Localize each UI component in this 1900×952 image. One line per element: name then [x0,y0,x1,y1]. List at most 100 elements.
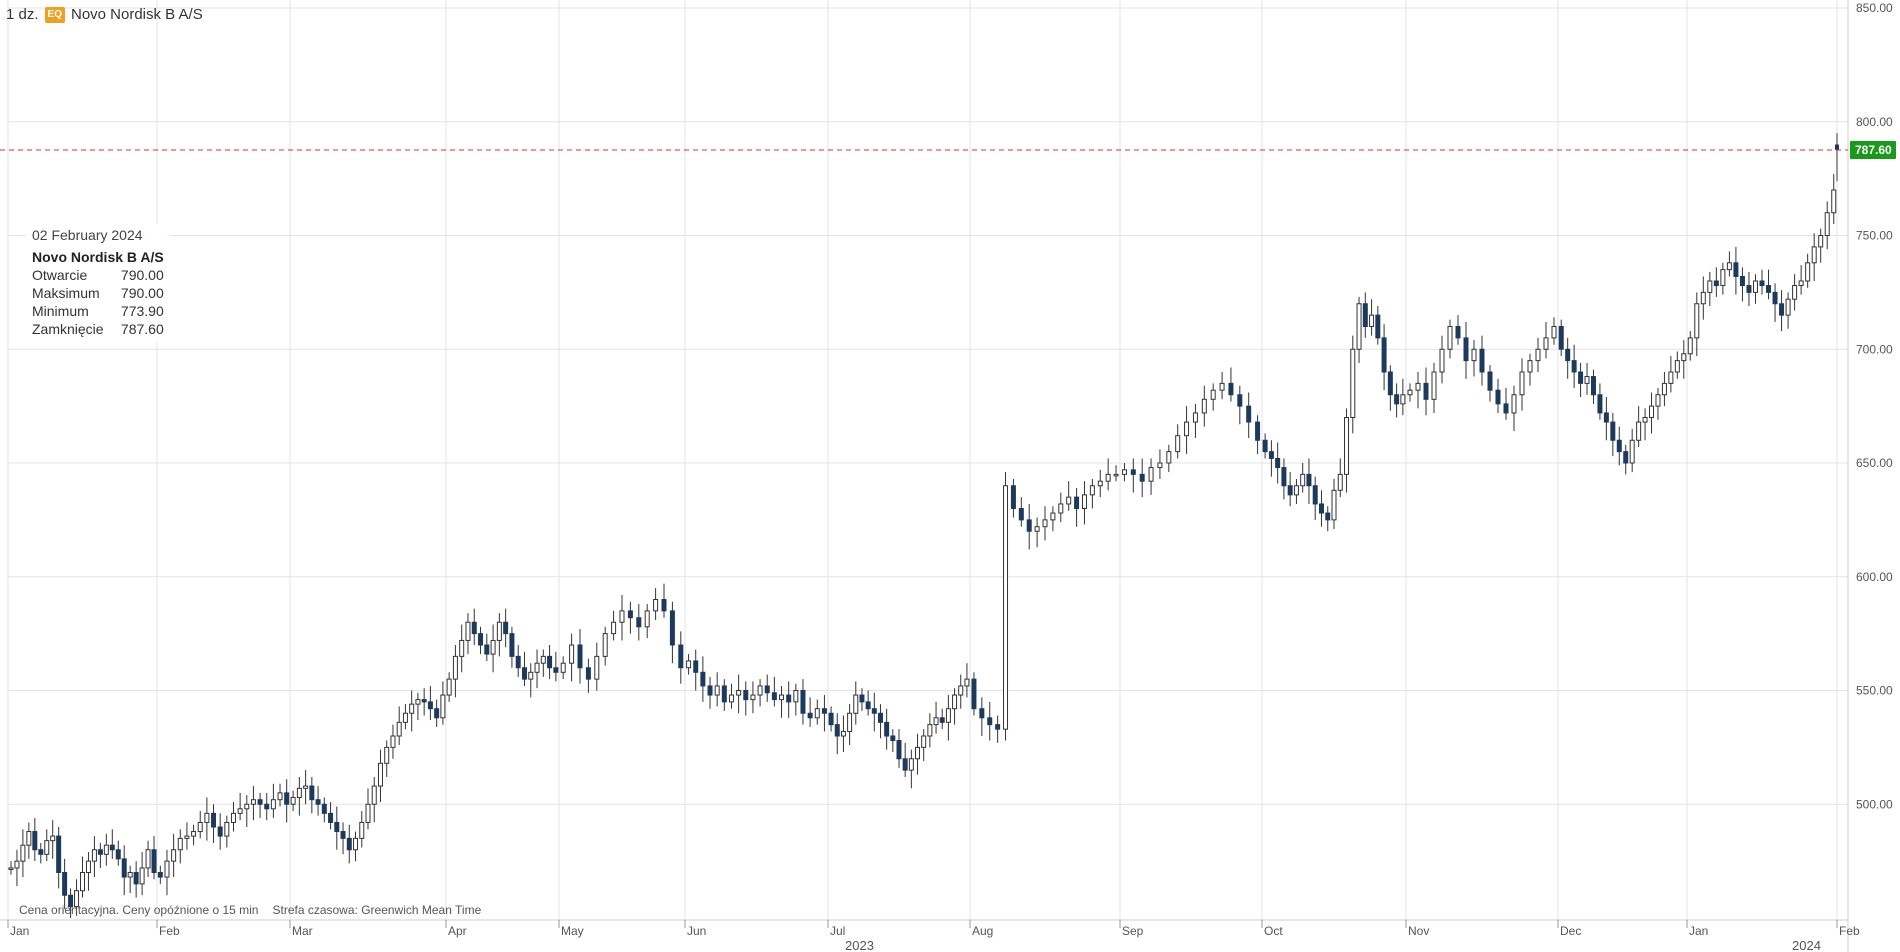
candle-down [515,655,521,669]
candle-up [396,721,402,737]
candle-down [547,655,553,669]
tooltip-instrument: Novo Nordisk B A/S [32,249,164,265]
candle-up [1331,489,1337,521]
candle-up [26,831,32,846]
candle-down [678,644,684,669]
candle-up [1201,398,1207,414]
candle-up [736,690,742,696]
candle-up [390,735,396,748]
candle-up [853,694,859,714]
candle-up [244,803,250,810]
tooltip-open-row: Otwarcie 790.00 [32,266,164,284]
candle-down [68,894,74,908]
candle-down [1565,348,1571,362]
candle-up [452,655,458,680]
candle-down [800,690,806,714]
candle-down [1018,508,1024,521]
month-tick-label: May [561,924,584,938]
candle-down [1268,451,1274,459]
candle-down [627,610,633,619]
candle-down [503,621,509,635]
candle-up [1811,246,1817,264]
candle-down [865,701,871,710]
candle-up [793,690,799,703]
candle-up [490,639,496,655]
candle-up [1805,262,1811,282]
candle-up [250,799,256,805]
candle-down [979,708,985,719]
candle-up [569,644,575,664]
candle-up [171,849,177,862]
candle-down [669,610,675,646]
candle-down [1455,326,1461,339]
candle-up [1674,360,1680,373]
candle-up [1089,485,1095,496]
candle-up [1707,280,1713,293]
candle-down [1362,303,1368,327]
candle-down [1394,394,1400,405]
candle-down [421,699,427,703]
candle-up [964,678,970,687]
candle-up [270,799,276,810]
candle-down [133,872,139,885]
candle-up [728,694,734,703]
candle-up [933,717,939,726]
candle-down [484,644,490,655]
candle-down [1228,382,1234,396]
candle-up [1527,360,1533,373]
candle-down [315,799,321,805]
candle-up [840,730,846,737]
candle-down [700,671,706,687]
candle-down [1733,262,1739,277]
candle-down [1281,467,1287,487]
candle-up [290,796,296,805]
candle-body [1835,144,1839,150]
candle-up [371,785,377,805]
candle-up [74,890,80,908]
candle-up [1655,394,1661,407]
candle-up [1113,473,1119,477]
candle-down [1237,394,1243,407]
candle-up [1344,417,1350,475]
candle-up [139,867,145,885]
candle-up [1097,480,1103,487]
candle-down [807,712,813,719]
candle-down [157,872,163,878]
candle-up [459,639,465,657]
candle-down [828,712,834,726]
candle-up [958,685,964,696]
candle-up [446,678,452,696]
candle-up [927,724,933,737]
candle-down [661,599,667,612]
month-tick-label: Aug [972,924,993,938]
candle-down [471,621,477,635]
candle-down [211,812,217,828]
candle-up [496,621,502,641]
candle-up [1105,473,1111,482]
candle-down [1746,285,1752,293]
price-tick-label: 750.00 [1856,229,1893,243]
candle-down [334,821,340,833]
candle-up [594,655,600,680]
candle-down [321,803,327,814]
candle-down [478,633,484,646]
candle-up [921,735,927,748]
candle-up [1439,348,1445,373]
timezone-note: Strefa czasowa: Greenwich Mean Time [272,903,482,917]
candle-down [1423,382,1429,400]
candle-down [1766,285,1772,293]
candle-up [204,812,210,823]
candle-up [1720,269,1726,287]
candle-down [1571,360,1577,373]
candle-up [602,633,608,657]
interval-selector[interactable]: 1 dz. [6,6,39,23]
candle-up [191,831,197,837]
candle-down [859,694,865,703]
month-tick-label: Sep [1122,924,1144,938]
candle-down [1616,439,1622,453]
candle-up [1042,519,1048,528]
candle-up [1121,469,1127,475]
candle-down [257,799,263,805]
candle-up [44,840,50,855]
candle-down [1381,337,1387,373]
